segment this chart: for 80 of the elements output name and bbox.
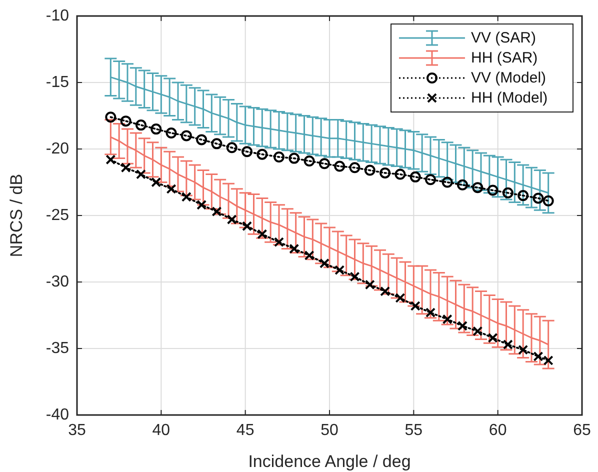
point (256, 148, 268, 160)
y-tick-label: -30 (46, 274, 70, 290)
point (166, 184, 176, 194)
y-tick-label: -15 (46, 74, 70, 91)
point (304, 250, 314, 260)
point (120, 116, 132, 127)
point (226, 142, 238, 154)
point (487, 184, 498, 196)
point (442, 176, 453, 188)
point (425, 174, 436, 186)
point (274, 151, 284, 162)
y-tick-label: -40 (46, 406, 70, 424)
x-tick-label: 55 (404, 422, 423, 439)
x-axis-title: Incidence Angle / deg (248, 452, 411, 471)
point (120, 162, 131, 173)
point (426, 308, 436, 318)
point (472, 182, 484, 194)
point (350, 272, 360, 282)
point (488, 332, 498, 343)
point (212, 206, 222, 217)
x-tick-label: 35 (68, 422, 86, 439)
x-tick-label: 40 (152, 422, 170, 439)
point (135, 120, 146, 131)
point (502, 340, 513, 350)
point (318, 158, 330, 170)
point (364, 164, 376, 176)
point (380, 286, 390, 296)
point (394, 168, 406, 180)
point (150, 124, 162, 135)
point (380, 167, 391, 178)
point (274, 237, 284, 248)
x-tick-label: 65 (573, 422, 591, 439)
point (456, 179, 468, 190)
point (151, 177, 162, 188)
y-tick-label: -25 (46, 207, 70, 224)
point (518, 344, 528, 355)
y-axis-title: NRCS / dB (7, 174, 26, 258)
legend-label: HH (Model) (471, 90, 548, 106)
point (457, 320, 468, 331)
point (349, 162, 360, 174)
x-tick-label: 50 (320, 422, 338, 439)
point (410, 171, 421, 182)
point (304, 155, 315, 166)
point (136, 169, 146, 180)
point (211, 138, 222, 150)
point (196, 134, 208, 146)
point (181, 192, 192, 202)
point (532, 192, 544, 204)
point (288, 152, 300, 164)
point (180, 130, 192, 142)
point (257, 229, 268, 240)
point (166, 128, 177, 139)
point (319, 258, 330, 268)
y-tick-label: -20 (46, 140, 70, 158)
point (472, 326, 483, 336)
point (242, 221, 252, 232)
y-tick-label: -10 (46, 8, 70, 24)
point (533, 351, 544, 362)
y-tick-label: -35 (46, 340, 70, 357)
point (226, 214, 237, 224)
point (196, 200, 207, 210)
x-tick-label: 60 (488, 422, 507, 439)
legend-label: VV (Model) (471, 70, 546, 86)
point (105, 112, 116, 123)
point (542, 195, 554, 206)
point (442, 314, 452, 324)
legend-label: HH (SAR) (471, 50, 538, 66)
point (543, 355, 554, 366)
point (106, 154, 116, 165)
point (334, 160, 346, 172)
point (502, 187, 514, 198)
point (242, 146, 253, 158)
point (334, 265, 345, 276)
legend-label: VV (SAR) (471, 30, 536, 46)
point (395, 292, 406, 303)
x-tick-label: 45 (236, 422, 254, 439)
point (518, 190, 529, 202)
point (364, 280, 375, 290)
point (410, 300, 420, 311)
point (289, 244, 300, 254)
